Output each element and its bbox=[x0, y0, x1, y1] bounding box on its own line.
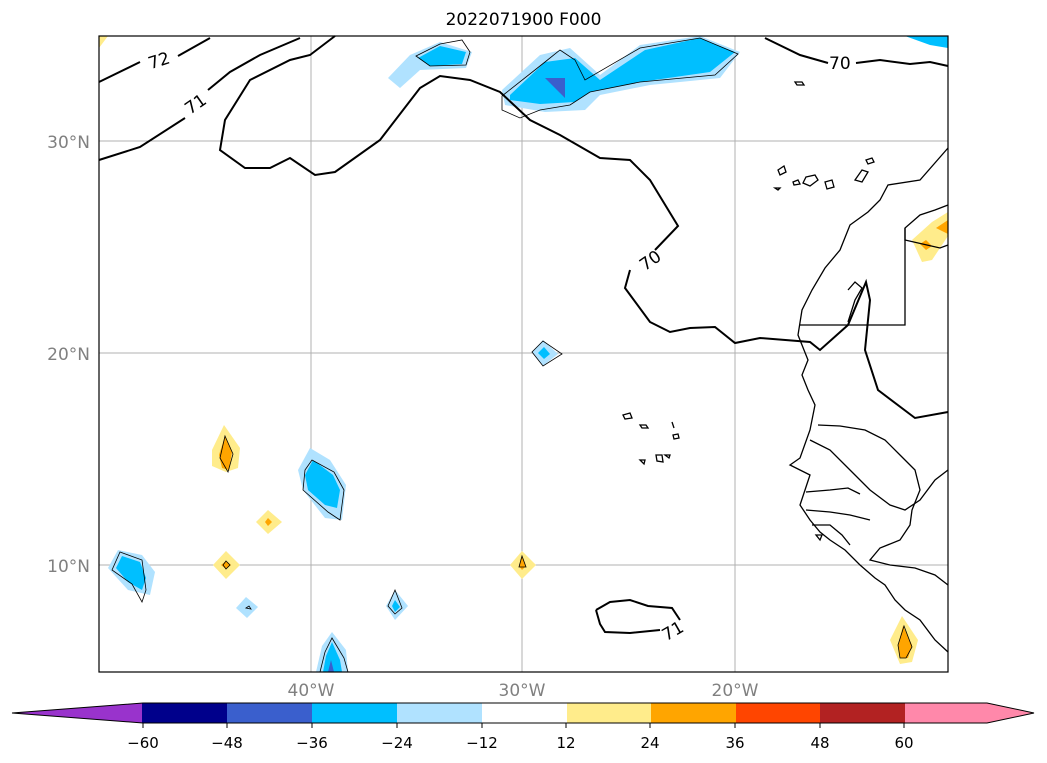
contour-lines bbox=[98, 35, 949, 635]
colorbar-tick: 60 bbox=[894, 734, 913, 752]
anomaly-outlines bbox=[111, 37, 913, 673]
coastlines bbox=[622, 81, 949, 653]
map-frame bbox=[98, 35, 949, 673]
contour-label: 71 bbox=[181, 90, 210, 119]
lat-label: 20°N bbox=[47, 345, 90, 365]
contour-label: 71 bbox=[659, 618, 688, 646]
contour-label: 72 bbox=[146, 48, 173, 74]
contour-label: 70 bbox=[829, 54, 851, 74]
colorbar: −60 −48 −36 −24 −12 12 24 36 48 60 bbox=[11, 702, 1035, 752]
colorbar-tick: 48 bbox=[810, 734, 829, 752]
lon-labels: 40°W 30°W 20°W bbox=[288, 681, 759, 701]
map-title: 2022071900 F000 bbox=[445, 10, 602, 30]
contour-label-group: 72 71 70 70 71 bbox=[146, 48, 851, 645]
colorbar-tick: −12 bbox=[466, 734, 498, 752]
colorbar-tick: 24 bbox=[640, 734, 659, 752]
colorbar-tick: 12 bbox=[556, 734, 575, 752]
lon-label: 40°W bbox=[288, 681, 335, 701]
colorbar-tick: −24 bbox=[381, 734, 413, 752]
colorbar-tick: 36 bbox=[725, 734, 744, 752]
lon-label: 20°W bbox=[712, 681, 759, 701]
colorbar-tick: −36 bbox=[296, 734, 328, 752]
lat-labels: 30°N 20°N 10°N bbox=[47, 133, 90, 577]
colorbar-extend-high bbox=[987, 703, 1034, 723]
lat-label: 30°N bbox=[47, 133, 90, 153]
colorbar-extend-low bbox=[12, 703, 142, 723]
colorbar-tick: −60 bbox=[127, 734, 159, 752]
lat-label: 10°N bbox=[47, 557, 90, 577]
contour-label: 70 bbox=[636, 247, 665, 276]
colorbar-tick: −48 bbox=[211, 734, 243, 752]
anomaly-fills bbox=[99, 36, 948, 672]
lon-label: 30°W bbox=[499, 681, 546, 701]
